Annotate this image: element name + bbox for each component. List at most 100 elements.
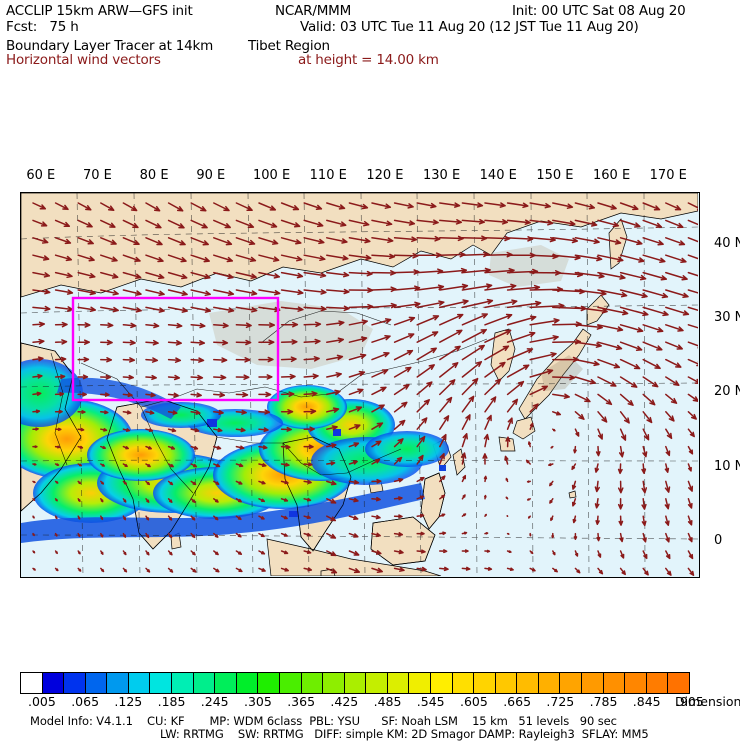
model-info-line-2: LW: RRTMG SW: RRTMG DIFF: simple KM: 2D …: [160, 727, 649, 741]
wind-vector: [56, 499, 58, 501]
x-tick-label: 60 E: [26, 168, 55, 183]
model-info-footer: Model Info: V4.1.1 CU: KF MP: WDM 6class…: [0, 714, 740, 740]
wind-vector: [528, 481, 531, 482]
colorbar-tick-label: .485: [374, 694, 402, 709]
colorbar-swatch: [193, 672, 216, 694]
y-tick-label: 10 N: [714, 459, 740, 474]
colorbar-swatch: [667, 672, 690, 694]
colorbar-swatch: [581, 672, 604, 694]
colorbar-swatches: [20, 672, 689, 694]
colorbar-swatch: [344, 672, 367, 694]
wind-vector: [78, 499, 80, 501]
colorbar-swatch: [538, 672, 561, 694]
colorbar-tick-label: .065: [71, 694, 99, 709]
wind-vector: [33, 499, 34, 500]
colorbar-tick-label: .305: [244, 694, 272, 709]
colorbar-swatch: [85, 672, 108, 694]
wind-vector: [33, 568, 35, 570]
x-tick-label: 170 E: [650, 168, 687, 183]
wind-vector: [529, 516, 531, 518]
wind-vector: [56, 481, 58, 483]
wind-vector: [506, 497, 507, 499]
wind-vector: [33, 534, 34, 536]
colorbar-unit-label: Dimensionless: [675, 694, 740, 709]
colorbar-swatch: [301, 672, 324, 694]
wind-vector: [508, 534, 509, 535]
colorbar-swatch: [106, 672, 129, 694]
colorbar-tick-label: .425: [330, 694, 358, 709]
colorbar-swatch: [42, 672, 65, 694]
colorbar-tick-label: .665: [503, 694, 531, 709]
wind-vector: [33, 481, 35, 482]
colorbar-swatch: [430, 672, 453, 694]
wind-vector: [56, 516, 57, 518]
wind-vector: [56, 534, 57, 536]
wind-vector: [78, 568, 80, 571]
x-tick-label: 120 E: [366, 168, 403, 183]
wind-vector: [56, 551, 58, 553]
wind-vector: [33, 446, 37, 447]
colorbar-swatch: [171, 672, 194, 694]
wind-vector: [485, 550, 489, 552]
x-tick-label: 110 E: [310, 168, 347, 183]
wind-vector: [33, 516, 34, 518]
x-tick-label: 140 E: [480, 168, 517, 183]
colorbar-swatch: [279, 672, 302, 694]
wind-vector: [551, 447, 553, 448]
header-init-time: Init: 00 UTC Sat 08 Aug 20: [512, 3, 685, 19]
header-forecast-hour: Fcst: 75 h: [6, 19, 79, 35]
colorbar-swatch: [322, 672, 345, 694]
colorbar-swatch: [452, 672, 475, 694]
y-tick-label: 30 N: [714, 310, 740, 325]
colorbar-swatch: [473, 672, 496, 694]
header-valid-time: Valid: 03 UTC Tue 11 Aug 20 (12 JST Tue …: [300, 19, 639, 35]
colorbar-swatch: [495, 672, 518, 694]
map-panel: [20, 192, 700, 578]
colorbar-swatch: [214, 672, 237, 694]
wind-vector: [485, 515, 486, 517]
x-tick-label: 130 E: [423, 168, 460, 183]
x-tick-label: 80 E: [140, 168, 169, 183]
colorbar-swatch: [516, 672, 539, 694]
colorbar-swatch: [128, 672, 151, 694]
x-tick-label: 150 E: [536, 168, 573, 183]
colorbar-tick-labels: .005.065.125.185.245.305.365.425.485.545…: [20, 694, 740, 712]
wind-vector: [485, 496, 486, 499]
colorbar-swatch: [603, 672, 626, 694]
colorbar-swatch: [63, 672, 86, 694]
colorbar-swatch: [20, 672, 43, 694]
header-overlay-height: at height = 14.00 km: [298, 52, 439, 68]
colorbar-tick-label: .185: [158, 694, 186, 709]
wind-vector: [101, 481, 104, 484]
wind-vector: [33, 551, 35, 553]
x-tick-label: 100 E: [253, 168, 290, 183]
colorbar-swatch: [236, 672, 259, 694]
wind-vector: [33, 464, 36, 465]
colorbar: .005.065.125.185.245.305.365.425.485.545…: [20, 672, 720, 712]
colorbar-tick-label: .725: [546, 694, 574, 709]
colorbar-tick-label: .785: [590, 694, 618, 709]
colorbar-swatch: [624, 672, 647, 694]
y-tick-label: 0: [714, 533, 722, 548]
colorbar-swatch: [387, 672, 410, 694]
map-frame: [20, 192, 700, 578]
colorbar-tick-label: .245: [201, 694, 229, 709]
colorbar-swatch: [149, 672, 172, 694]
header-model-title: ACCLIP 15km ARW—GFS init: [6, 3, 193, 19]
wind-vector: [530, 534, 531, 536]
colorbar-tick-label: .845: [633, 694, 661, 709]
wind-vector: [530, 551, 532, 553]
header-overlay-name: Horizontal wind vectors: [6, 52, 161, 68]
colorbar-tick-label: .545: [417, 694, 445, 709]
wind-vector: [485, 533, 488, 534]
wind-vector: [528, 499, 531, 500]
map-canvas: [21, 193, 698, 576]
wind-vector: [552, 534, 553, 538]
model-info-line-1: Model Info: V4.1.1 CU: KF MP: WDM 6class…: [30, 714, 617, 728]
x-tick-label: 160 E: [593, 168, 630, 183]
colorbar-tick-label: .005: [28, 694, 56, 709]
x-tick-label: 90 E: [196, 168, 225, 183]
colorbar-swatch: [408, 672, 431, 694]
